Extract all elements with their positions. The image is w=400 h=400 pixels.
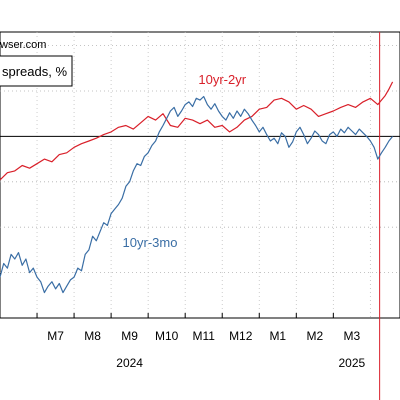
legend-box: [0, 55, 73, 87]
series-label: 10yr-3mo: [123, 235, 178, 250]
series-line-ten-two: [0, 81, 394, 181]
x-tick-label: M1: [269, 329, 286, 343]
x-tick-label: M3: [344, 329, 361, 343]
x-tick-label: M9: [121, 329, 138, 343]
label-layer: 10yr-2yr 10yr-3mo: [123, 72, 247, 250]
series-layer: [0, 81, 394, 294]
year-label: 2024: [116, 356, 143, 370]
x-tick-label: M11: [192, 329, 215, 343]
x-tick-label: M7: [47, 329, 64, 343]
series-label: 10yr-2yr: [198, 72, 246, 87]
legend-title: spreads, %: [2, 64, 67, 79]
x-tick-label: M8: [84, 329, 101, 343]
grid-layer: [0, 32, 400, 318]
reference-layer: [0, 32, 400, 400]
x-tick-label: M10: [155, 329, 179, 343]
source-text: wser.com: [0, 39, 46, 51]
year-label: 2025: [339, 356, 366, 370]
tick-layer: M7 M8 M9 M10 M11 M12 M1 M2 M3 2024 2025: [36, 313, 366, 370]
series-line-ten-three-mo: [0, 95, 394, 294]
x-tick-label: M12: [229, 329, 253, 343]
x-tick-label: M2: [306, 329, 323, 343]
